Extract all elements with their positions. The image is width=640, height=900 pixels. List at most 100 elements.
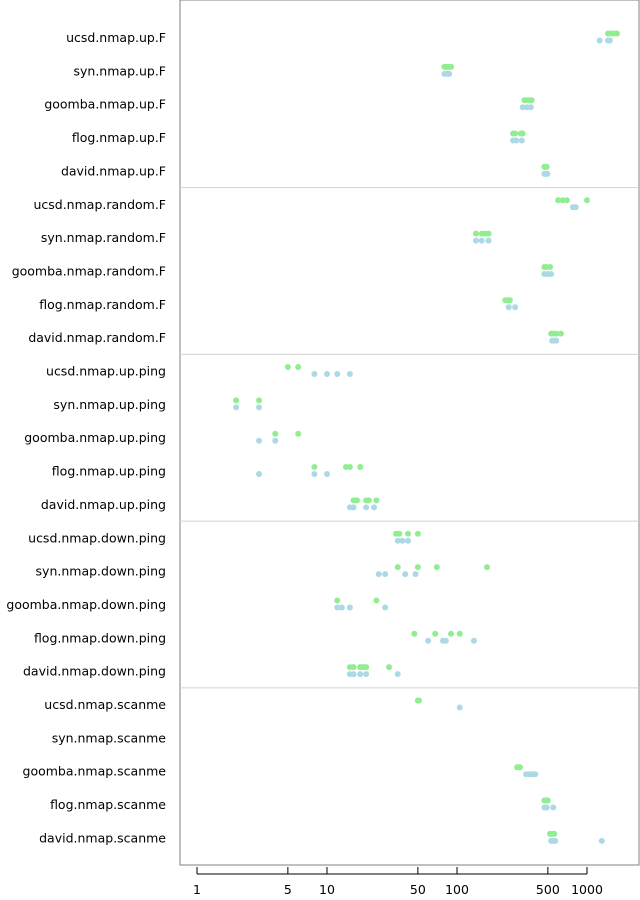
blue-point [544, 170, 551, 177]
green-point [373, 597, 380, 604]
row-label: david.nmap.random.F [28, 330, 166, 345]
blue-point [233, 404, 240, 411]
blue-point [478, 237, 485, 244]
blue-point [527, 104, 534, 111]
green-point [543, 163, 550, 170]
blue-point [363, 671, 370, 678]
row-label: flog.nmap.random.F [39, 297, 166, 312]
green-point [483, 564, 490, 571]
green-point [506, 297, 513, 304]
blue-point [338, 604, 345, 611]
blue-point [324, 371, 330, 377]
green-point [559, 197, 566, 204]
row-label: flog.nmap.up.F [72, 130, 166, 145]
row-label: ucsd.nmap.random.F [33, 197, 166, 212]
green-point [414, 530, 421, 537]
green-point [456, 630, 463, 637]
green-point [272, 430, 279, 437]
blue-point [334, 604, 341, 611]
blue-point [256, 437, 263, 444]
green-point [551, 830, 558, 837]
green-point [544, 797, 551, 804]
green-point [411, 630, 418, 637]
row-labels: ucsd.nmap.up.F syn.nmap.up.F goomba.nmap.u… [6, 30, 166, 845]
green-point [433, 564, 440, 571]
blue-point [350, 504, 357, 511]
green-point [350, 664, 357, 671]
blue-point [473, 237, 479, 244]
blue-point [394, 537, 401, 544]
green-point [386, 664, 393, 671]
blue-point [311, 371, 318, 377]
plot-frame [179, 0, 640, 866]
row-label: david.nmap.up.ping [41, 497, 166, 512]
green-point [295, 430, 302, 437]
blue-point [518, 137, 525, 144]
green-point [396, 530, 403, 537]
blue-point [470, 637, 477, 644]
blue-point [485, 237, 492, 244]
green-point [353, 497, 360, 504]
blue-point [399, 537, 406, 544]
green-point [516, 764, 523, 771]
green-point [346, 464, 353, 471]
green-point [528, 97, 535, 104]
green-point [563, 197, 570, 204]
blue-point [446, 70, 453, 77]
green-point [485, 230, 492, 237]
blue-point [402, 571, 409, 578]
green-point [512, 130, 519, 137]
row-label: flog.nmap.down.ping [34, 630, 166, 645]
blue-point [324, 471, 330, 478]
green-point [357, 464, 364, 471]
blue-point [256, 471, 263, 478]
green-point [311, 464, 318, 471]
blue-point [456, 704, 463, 711]
blue-point [543, 804, 550, 811]
blue-point [346, 371, 353, 377]
green-point [415, 697, 422, 704]
row-label: ucsd.nmap.down.ping [28, 530, 166, 545]
row-label: syn.nmap.scanme [52, 730, 167, 745]
blue-point [256, 404, 263, 411]
x-tick-label: 10 [319, 882, 335, 897]
green-point [448, 630, 455, 637]
row-label: flog.nmap.scanme [50, 797, 166, 812]
blue-point [548, 270, 555, 277]
blue-point [371, 504, 378, 511]
row-label: ucsd.nmap.up.ping [46, 364, 166, 379]
green-point [584, 197, 590, 204]
row-label: david.nmap.up.F [61, 163, 166, 178]
green-point [394, 564, 401, 571]
green-point [473, 230, 479, 237]
blue-point [505, 304, 512, 311]
row-label: ucsd.nmap.scanme [44, 697, 166, 712]
x-tick-label: 1000 [571, 882, 603, 897]
green-point [365, 497, 372, 504]
blue-point [382, 571, 389, 578]
blue-point [442, 637, 449, 644]
blue-point [363, 504, 370, 511]
row-label: goomba.nmap.down.ping [6, 597, 166, 612]
row-label: goomba.nmap.up.ping [24, 430, 166, 445]
green-point [284, 364, 291, 370]
blue-point [425, 637, 432, 644]
row-label: goomba.nmap.up.F [44, 97, 166, 112]
green-point [363, 664, 370, 671]
row-label: syn.nmap.up.F [74, 63, 167, 78]
green-point [555, 197, 562, 204]
row-label: syn.nmap.random.F [41, 230, 166, 245]
blue-point [394, 671, 401, 678]
blue-point [334, 371, 341, 377]
row-label: syn.nmap.down.ping [36, 564, 166, 579]
green-point [373, 497, 380, 504]
blue-point [553, 337, 560, 344]
blue-point [357, 671, 364, 678]
blue-point [513, 137, 520, 144]
x-tick-label: 100 [445, 882, 469, 897]
green-point [256, 397, 263, 404]
row-label: david.nmap.scanme [39, 830, 166, 845]
blue-point [596, 37, 603, 44]
blue-point [550, 804, 557, 811]
